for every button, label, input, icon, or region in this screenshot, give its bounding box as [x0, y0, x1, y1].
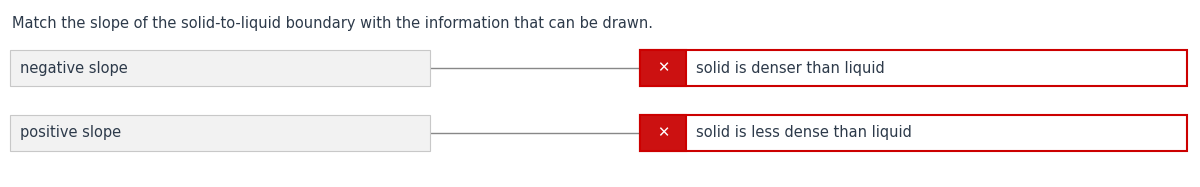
Bar [10, 115, 430, 151]
Text: positive slope: positive slope [20, 125, 121, 140]
Bar [640, 115, 686, 151]
Text: negative slope: negative slope [20, 61, 127, 76]
Bar [640, 50, 686, 86]
Bar [640, 115, 1187, 151]
Bar [640, 50, 1187, 86]
Text: solid is less dense than liquid: solid is less dense than liquid [696, 125, 912, 140]
Text: solid is denser than liquid: solid is denser than liquid [696, 61, 884, 76]
Bar [10, 50, 430, 86]
Text: ✕: ✕ [656, 61, 670, 76]
Text: ✕: ✕ [656, 125, 670, 140]
Text: Match the slope of the solid-to-liquid boundary with the information that can be: Match the slope of the solid-to-liquid b… [12, 16, 653, 31]
